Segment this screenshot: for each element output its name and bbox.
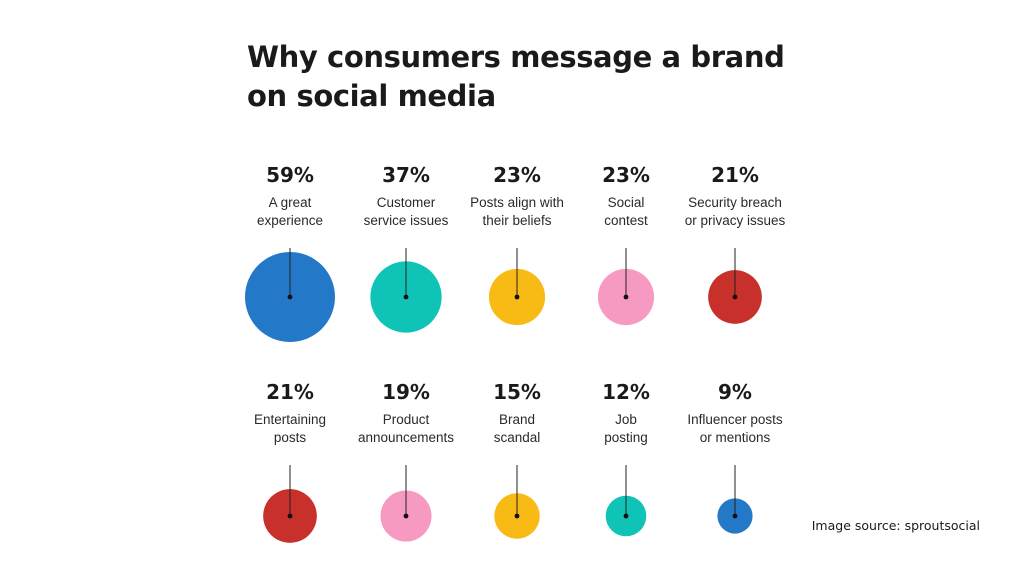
bubble-category-label: A great — [269, 195, 312, 210]
bubble-value-label: 21% — [266, 380, 314, 404]
bubble-value-label: 19% — [382, 380, 430, 404]
bubble-center-dot — [514, 513, 520, 519]
bubble-category-label: or mentions — [700, 430, 771, 445]
bubble-category-label: announcements — [358, 430, 454, 445]
bubble-category-label: their beliefs — [482, 213, 551, 228]
bubble-center-dot — [732, 294, 738, 300]
bubble-center-dot — [287, 513, 293, 519]
bubble-category-label: posts — [274, 430, 307, 445]
bubble-value-label: 21% — [711, 163, 759, 187]
bubble-value-label: 12% — [602, 380, 650, 404]
image-source-caption: Image source: sproutsocial — [811, 518, 980, 533]
bubble-value-label: 37% — [382, 163, 430, 187]
bubble-category-label: Brand — [499, 412, 535, 427]
bubble-center-dot — [623, 513, 629, 519]
bubble-center-dot — [403, 294, 409, 300]
bubble-value-label: 9% — [718, 380, 752, 404]
bubble-value-label: 15% — [493, 380, 541, 404]
bubble-category-label: Posts align with — [470, 195, 564, 210]
bubble-category-label: Influencer posts — [687, 412, 783, 427]
bubble-value-label: 23% — [602, 163, 650, 187]
bubble-category-label: Security breach — [688, 195, 782, 210]
bubble-value-label: 23% — [493, 163, 541, 187]
bubble-center-dot — [732, 513, 738, 519]
bubble-category-label: service issues — [364, 213, 449, 228]
bubble-value-label: 59% — [266, 163, 314, 187]
bubble-category-label: Entertaining — [254, 412, 326, 427]
bubble-category-label: or privacy issues — [685, 213, 786, 228]
bubble-category-label: contest — [604, 213, 648, 228]
bubble-center-dot — [623, 294, 629, 300]
bubble-center-dot — [403, 513, 409, 519]
bubble-category-label: Social — [608, 195, 645, 210]
chart-title: Why consumers message a brand on social … — [247, 40, 785, 113]
bubble-category-label: scandal — [494, 430, 541, 445]
bubble-category-label: Product — [383, 412, 430, 427]
bubble-center-dot — [514, 294, 520, 300]
bubble-center-dot — [287, 294, 293, 300]
bubble-category-label: posting — [604, 430, 648, 445]
bubble-category-label: experience — [257, 213, 323, 228]
bubble-category-label: Job — [615, 412, 637, 427]
bubble-category-label: Customer — [377, 195, 436, 210]
